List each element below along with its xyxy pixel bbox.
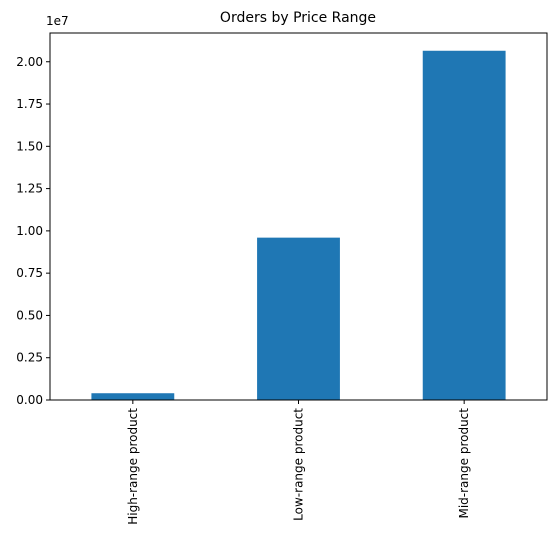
x-tick-label: High-range product [126, 408, 140, 525]
y-axis-offset-label: 1e7 [46, 14, 69, 28]
x-tick-label: Mid-range product [457, 408, 471, 519]
y-tick-label: 0.25 [16, 351, 43, 365]
y-axis-ticks: 0.00 0.25 0.50 0.75 1.00 1.25 1.50 1.75 2.00 [16, 55, 50, 407]
y-tick-label: 1.50 [16, 139, 43, 153]
bars [91, 50, 506, 401]
y-tick-label: 1.75 [16, 97, 43, 111]
chart-title: Orders by Price Range [220, 10, 376, 26]
y-tick-label: 1.00 [16, 224, 43, 238]
y-tick-label: 2.00 [16, 55, 43, 69]
bar-high-range-product [91, 393, 175, 400]
y-tick-label: 0.50 [16, 308, 43, 322]
y-tick-label: 0.75 [16, 266, 43, 280]
y-tick-label: 0.00 [16, 393, 43, 407]
plot-frame [49, 32, 548, 401]
bar-low-range-product [257, 237, 340, 400]
x-tick-label: Low-range product [292, 408, 306, 521]
x-axis-ticks: High-range product Low-range product Mid-r… [126, 400, 471, 525]
y-tick-label: 1.25 [16, 182, 43, 196]
bar-mid-range-product [422, 50, 506, 401]
